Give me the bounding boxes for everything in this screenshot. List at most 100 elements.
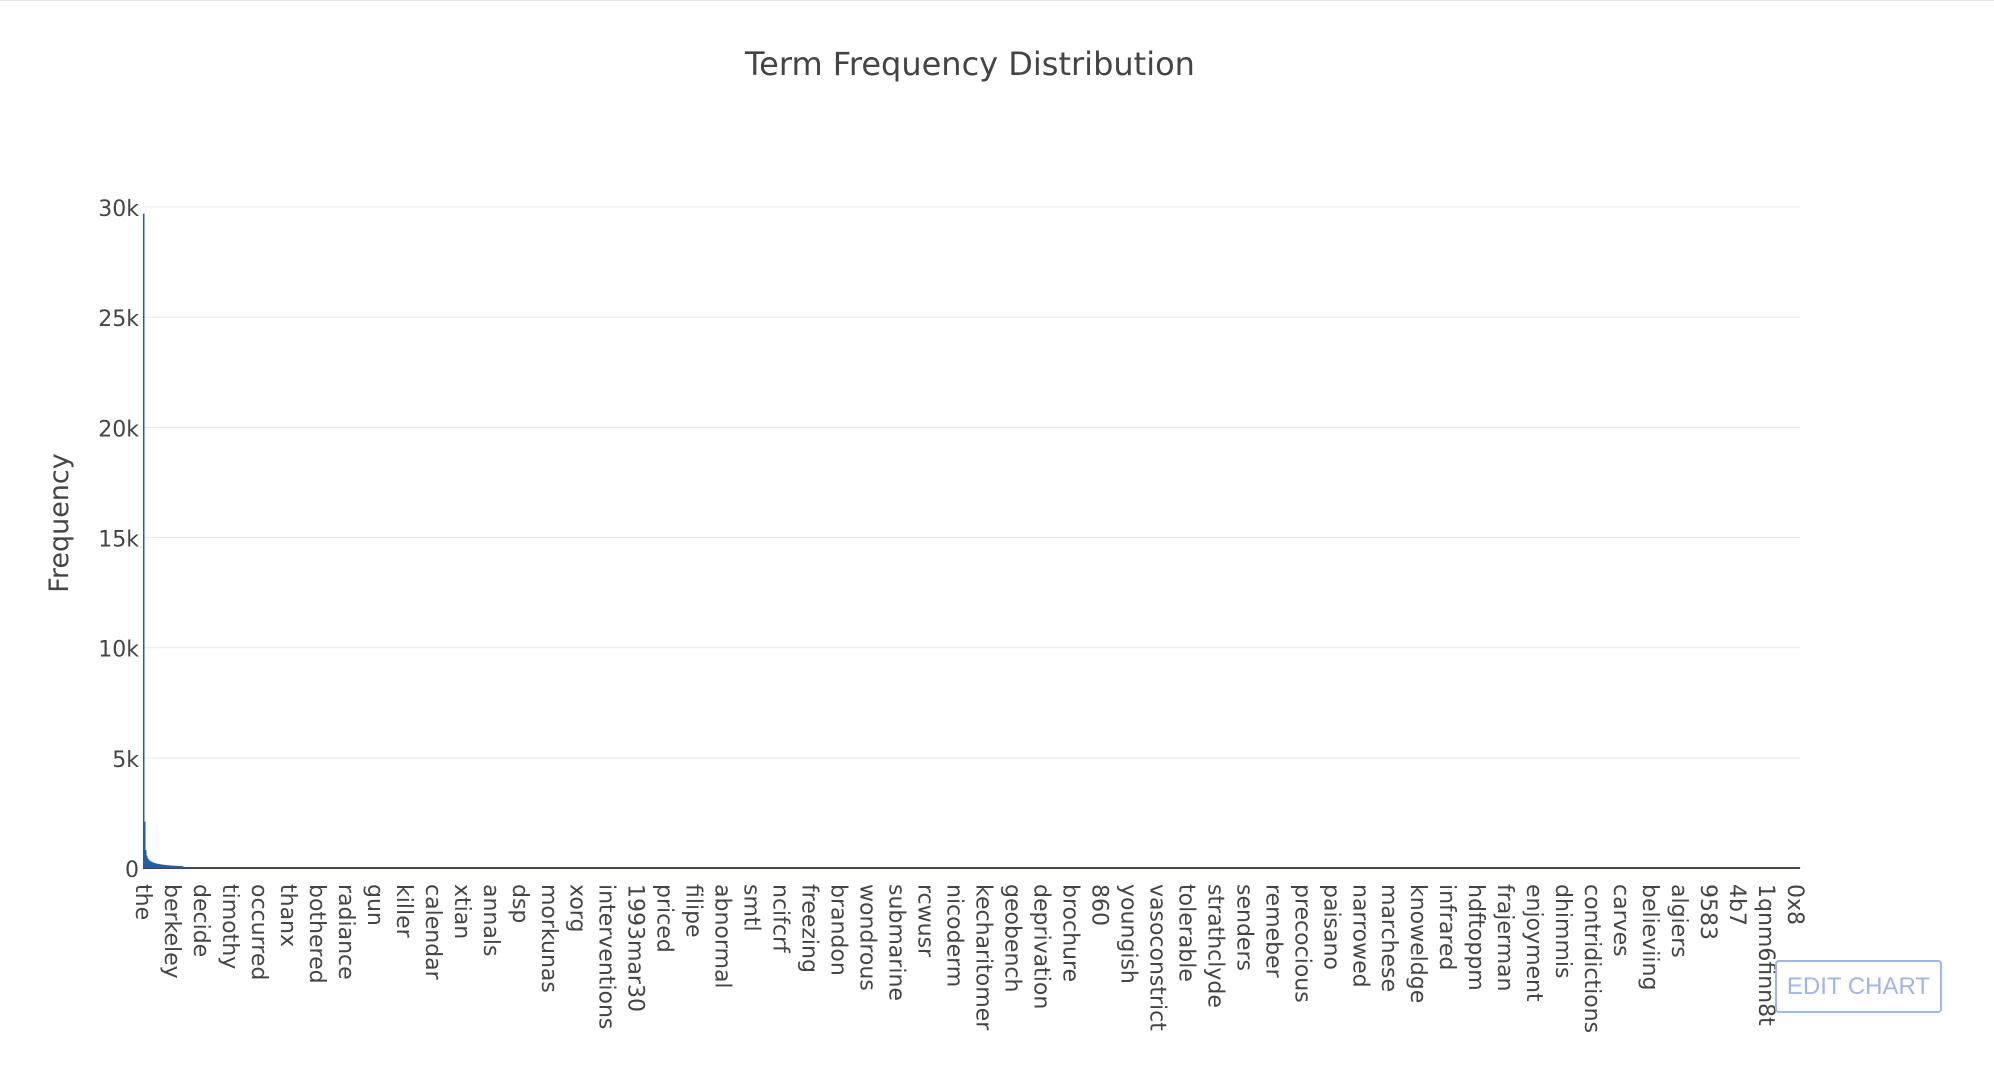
bar	[157, 863, 159, 868]
bar	[156, 863, 158, 868]
x-tick-label: ncifcrf	[768, 884, 793, 954]
x-tick-label: thanx	[275, 884, 300, 947]
x-tick-label: interventions	[594, 884, 619, 1029]
bar	[146, 855, 148, 868]
bars	[143, 213, 1801, 869]
y-axis-ticks: 0 5k 10k 15k 20k 25k 30k	[98, 197, 139, 883]
bar	[143, 213, 145, 869]
bar	[180, 866, 182, 868]
x-tick-label: calendar	[420, 884, 445, 981]
x-tick-label: narrowed	[1347, 884, 1372, 988]
bar	[152, 862, 154, 868]
x-tick-label: 0x8	[1782, 884, 1807, 925]
bar	[162, 864, 164, 868]
x-tick-label: geobench	[999, 884, 1024, 992]
x-tick-label: smtl	[739, 884, 764, 932]
bar	[179, 866, 181, 868]
bar	[161, 864, 163, 868]
bar	[177, 865, 179, 868]
x-tick-label: priced	[652, 884, 677, 953]
x-tick-label: killer	[391, 884, 416, 939]
bar	[159, 864, 161, 868]
bar	[160, 864, 162, 868]
x-tick-label: submarine	[884, 884, 909, 1001]
x-tick-label: frajerman	[1492, 884, 1517, 991]
edit-chart-button[interactable]: EDIT CHART	[1775, 960, 1942, 1013]
bar	[151, 861, 153, 868]
x-tick-label: morkunas	[536, 884, 561, 993]
bar	[182, 866, 184, 868]
x-tick-label: 1993mar30	[623, 884, 648, 1012]
y-tick-label: 5k	[112, 748, 139, 773]
x-tick-label: 1qnm6finn8t	[1753, 884, 1778, 1026]
x-tick-label: dhimmis	[1550, 884, 1575, 978]
x-tick-label: gun	[362, 884, 387, 926]
bar	[173, 865, 175, 868]
x-tick-label: dsp	[507, 884, 532, 923]
y-tick-label: 10k	[98, 638, 139, 663]
x-tick-label: timothy	[217, 884, 242, 969]
bar	[171, 865, 173, 868]
x-tick-label: contridictions	[1579, 884, 1604, 1033]
x-tick-label: believiing	[1637, 884, 1662, 990]
x-tick-label: filipe	[681, 884, 706, 938]
bar	[147, 858, 149, 868]
x-tick-label: strathclyde	[1202, 884, 1227, 1008]
x-tick-label: berkeley	[159, 884, 184, 979]
x-tick-label: 860	[1086, 884, 1111, 926]
y-tick-label: 30k	[98, 197, 139, 222]
x-tick-label: knoweldge	[1405, 884, 1430, 1003]
x-tick-label: remeber	[1260, 884, 1285, 979]
bar	[169, 865, 171, 868]
x-tick-label: abnormal	[710, 884, 735, 989]
y-tick-label: 20k	[98, 417, 139, 442]
x-tick-label: brandon	[826, 884, 851, 976]
x-tick-label: senders	[1231, 884, 1256, 971]
x-tick-label: marchese	[1376, 884, 1401, 992]
x-tick-label: occurred	[246, 884, 271, 980]
x-tick-label: infrared	[1434, 884, 1459, 970]
x-axis-ticks: the berkeley decide timothy occurred thanx bot…	[130, 884, 1807, 1033]
bar	[167, 865, 169, 868]
page-top-border	[0, 0, 1994, 1]
bar	[164, 864, 166, 868]
x-tick-label: wondrous	[855, 884, 880, 991]
x-tick-label: youngish	[1115, 884, 1140, 984]
x-tick-label: precocious	[1289, 884, 1314, 1003]
bar	[158, 864, 160, 868]
bar	[155, 863, 157, 868]
x-tick-label: freezing	[797, 884, 822, 973]
x-tick-label: vasoconstrict	[1144, 884, 1169, 1031]
x-tick-label: nicoderm	[942, 884, 967, 987]
x-tick-label: the	[130, 884, 155, 920]
bar	[153, 862, 155, 868]
x-tick-label: xorg	[565, 884, 590, 932]
bar	[170, 865, 172, 868]
bar	[175, 865, 177, 868]
x-tick-label: annals	[478, 884, 503, 956]
x-tick-label: paisano	[1318, 884, 1343, 970]
x-tick-label: xtian	[449, 884, 474, 939]
y-tick-label: 25k	[98, 307, 139, 332]
x-tick-label: decide	[188, 884, 213, 957]
x-tick-label: brochure	[1057, 884, 1082, 982]
bar	[166, 865, 168, 868]
y-axis-label: Frequency	[44, 453, 75, 593]
x-tick-label: kecharitomer	[970, 884, 995, 1031]
x-tick-label: tolerable	[1173, 884, 1198, 982]
gridlines	[143, 206, 1800, 869]
bar	[174, 865, 176, 868]
y-tick-label: 0	[125, 858, 139, 883]
bar	[154, 863, 156, 868]
bar	[168, 865, 170, 868]
x-tick-label: carves	[1608, 884, 1633, 957]
bar	[176, 865, 178, 868]
bar	[163, 864, 165, 868]
y-tick-label: 15k	[98, 528, 139, 553]
x-tick-label: algiers	[1666, 884, 1691, 958]
x-tick-label: radiance	[333, 884, 358, 980]
bar	[149, 860, 151, 868]
x-tick-label: bothered	[304, 884, 329, 984]
x-tick-label: enjoyment	[1521, 884, 1546, 1002]
